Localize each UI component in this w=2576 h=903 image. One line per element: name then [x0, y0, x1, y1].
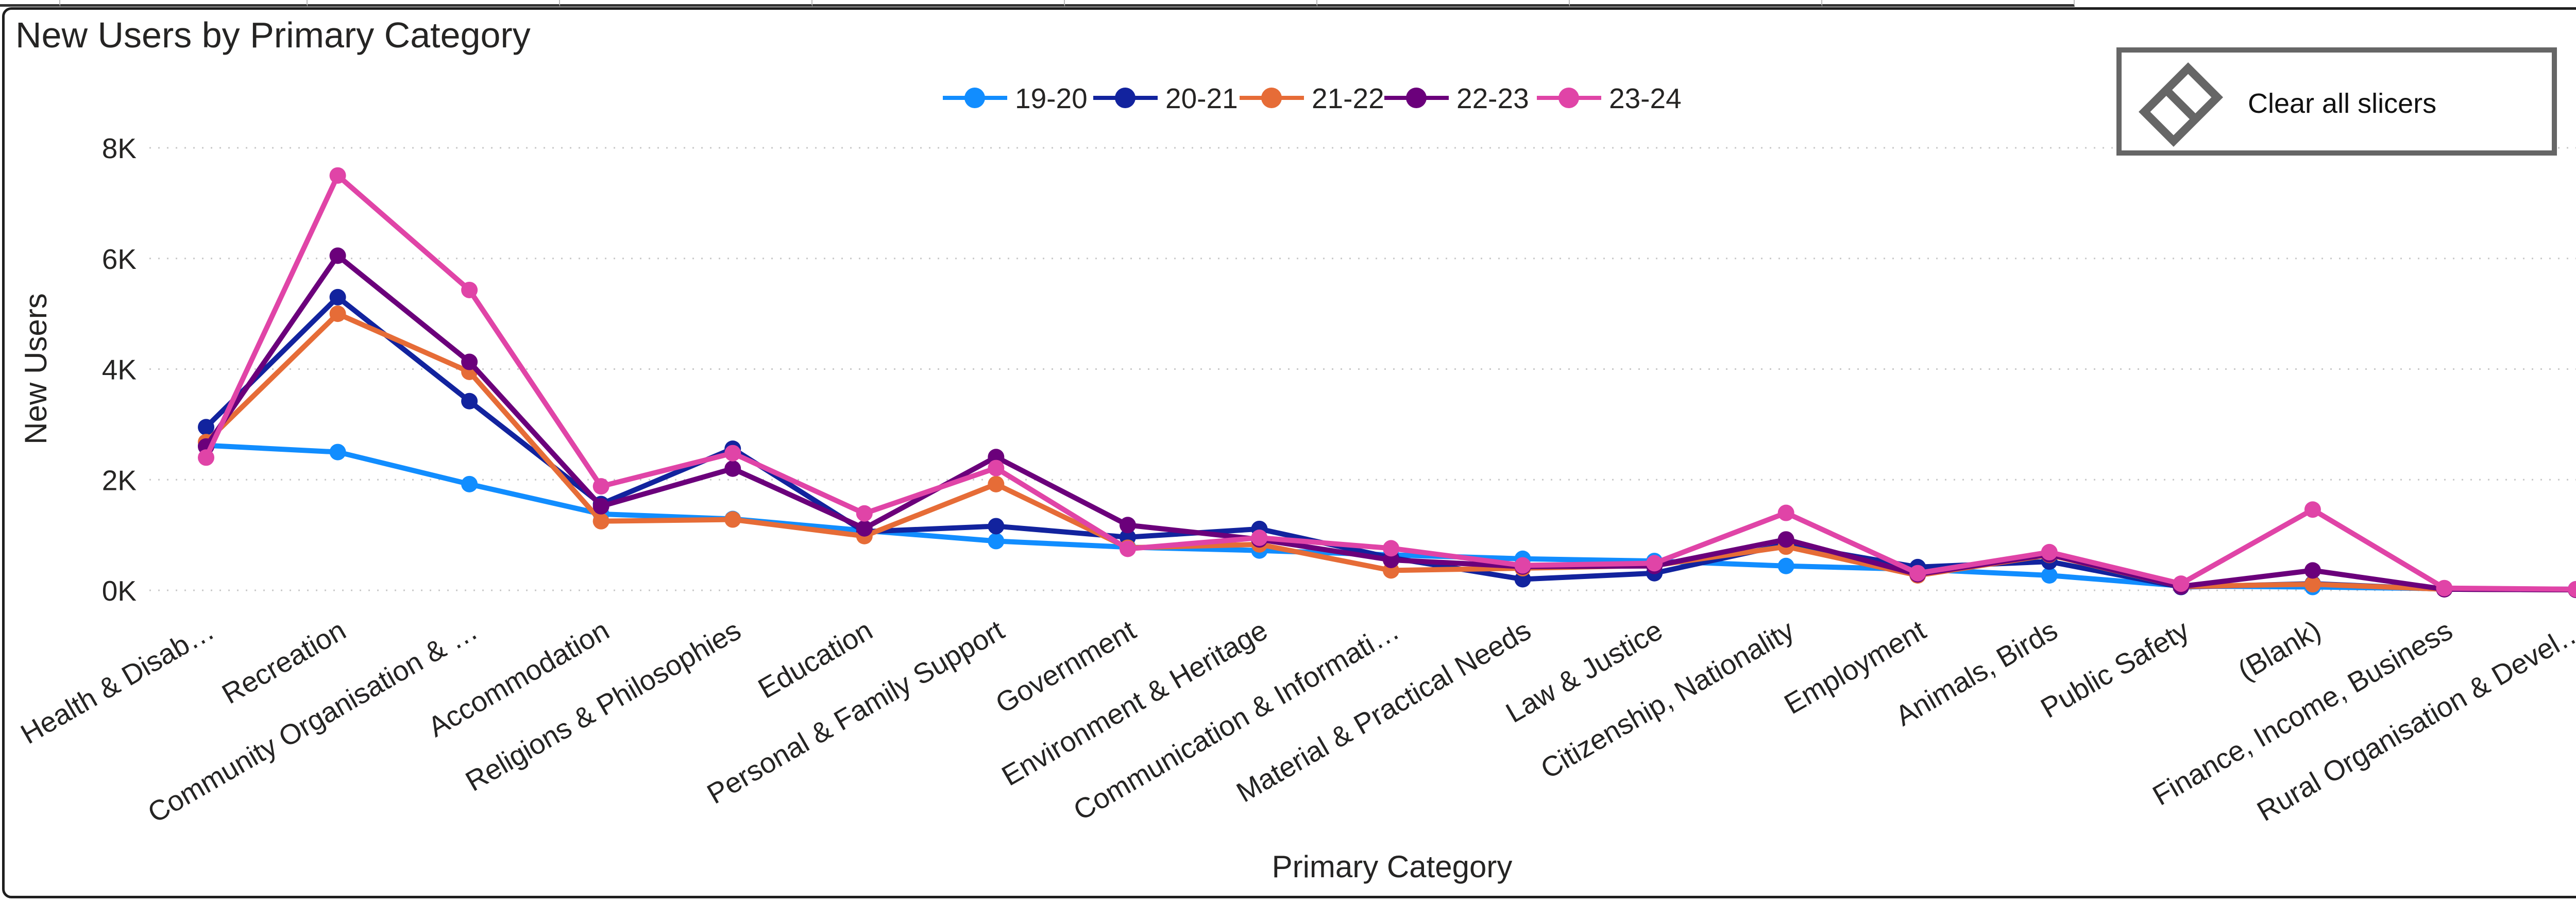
- data-point-23-24: [329, 167, 346, 184]
- top-tab[interactable]: [560, 0, 812, 7]
- y-axis-title: New Users: [19, 293, 53, 444]
- data-point-21-22: [988, 475, 1005, 492]
- data-point-22-23: [461, 353, 478, 370]
- data-point-22-23: [329, 247, 346, 264]
- legend-marker-19-20: [964, 88, 985, 108]
- legend-label: 22-23: [1456, 82, 1529, 114]
- data-point-23-24: [1777, 504, 1794, 521]
- data-point-22-23: [724, 460, 741, 477]
- data-point-22-23: [2304, 562, 2321, 579]
- data-point-22-23: [1383, 551, 1399, 568]
- data-point-19-20: [329, 444, 346, 461]
- data-point-23-24: [1646, 555, 1663, 572]
- legend-marker-23-24: [1558, 88, 1579, 108]
- chart-title: New Users by Primary Category: [15, 15, 531, 55]
- eraser-icon: [2138, 62, 2224, 147]
- data-point-22-23: [856, 520, 873, 537]
- data-point-21-22: [592, 513, 609, 530]
- data-point-23-24: [1119, 540, 1136, 557]
- data-point-19-20: [1777, 557, 1794, 574]
- data-point-19-20: [2041, 567, 2058, 584]
- legend-marker-21-22: [1261, 88, 1282, 108]
- data-point-23-24: [2436, 580, 2453, 597]
- data-point-23-24: [2173, 575, 2190, 592]
- data-point-20-21: [988, 518, 1005, 535]
- data-point-23-24: [592, 478, 609, 495]
- data-point-23-24: [1251, 529, 1268, 546]
- clear-all-slicers-button[interactable]: Clear all slicers: [2116, 47, 2557, 156]
- y-tick-label: 0K: [102, 575, 137, 607]
- top-tab[interactable]: [1822, 0, 2075, 7]
- legend-marker-22-23: [1406, 88, 1427, 108]
- data-point-23-24: [988, 459, 1005, 476]
- data-point-20-21: [198, 419, 214, 436]
- data-point-23-24: [2304, 501, 2321, 518]
- series-line-23-24: [204, 173, 2576, 592]
- top-tab[interactable]: [1317, 0, 1570, 7]
- data-point-23-24: [856, 505, 873, 522]
- x-tick-label: (Blank): [2232, 614, 2326, 687]
- data-point-23-24: [2568, 581, 2576, 598]
- data-point-22-23: [1777, 531, 1794, 548]
- data-point-22-23: [1119, 517, 1136, 534]
- top-tab[interactable]: [812, 0, 1065, 7]
- data-point-19-20: [988, 533, 1005, 550]
- top-tab-strip: [0, 0, 2576, 7]
- top-tab[interactable]: [0, 0, 60, 7]
- data-point-23-24: [461, 281, 478, 298]
- data-point-23-24: [1909, 565, 1926, 582]
- chart-visual-card: [2, 7, 2576, 898]
- x-axis-title: Primary Category: [1272, 849, 1513, 884]
- data-point-21-22: [724, 511, 741, 528]
- top-tab[interactable]: [1570, 0, 1822, 7]
- data-point-19-20: [461, 475, 478, 492]
- y-tick-label: 4K: [102, 354, 137, 386]
- data-point-21-22: [329, 305, 346, 322]
- y-tick-label: 2K: [102, 464, 137, 496]
- data-point-23-24: [724, 445, 741, 462]
- top-tab[interactable]: [60, 0, 308, 7]
- legend-marker-20-21: [1115, 88, 1136, 108]
- y-tick-label: 8K: [102, 132, 137, 164]
- legend-label: 19-20: [1015, 82, 1088, 114]
- data-point-23-24: [2041, 543, 2058, 560]
- y-tick-label: 6K: [102, 243, 137, 275]
- clear-all-slicers-label: Clear all slicers: [2248, 88, 2437, 119]
- data-point-20-21: [329, 288, 346, 305]
- x-tick-label: Citizenship, Nationality: [1535, 614, 1800, 785]
- series-line-22-23: [204, 253, 2576, 592]
- top-tab[interactable]: [1065, 0, 1317, 7]
- data-point-23-24: [198, 449, 214, 466]
- legend-label: 21-22: [1312, 82, 1384, 114]
- data-point-23-24: [1514, 557, 1531, 574]
- x-tick-label: Health & Disab…: [15, 614, 219, 751]
- legend-label: 20-21: [1165, 82, 1238, 114]
- data-point-21-22: [2304, 576, 2321, 593]
- data-point-23-24: [1383, 540, 1399, 557]
- legend-label: 23-24: [1609, 82, 1682, 114]
- x-tick-label: Public Safety: [2035, 614, 2194, 724]
- top-tab[interactable]: [308, 0, 560, 7]
- data-point-22-23: [592, 498, 609, 515]
- data-point-20-21: [461, 393, 478, 410]
